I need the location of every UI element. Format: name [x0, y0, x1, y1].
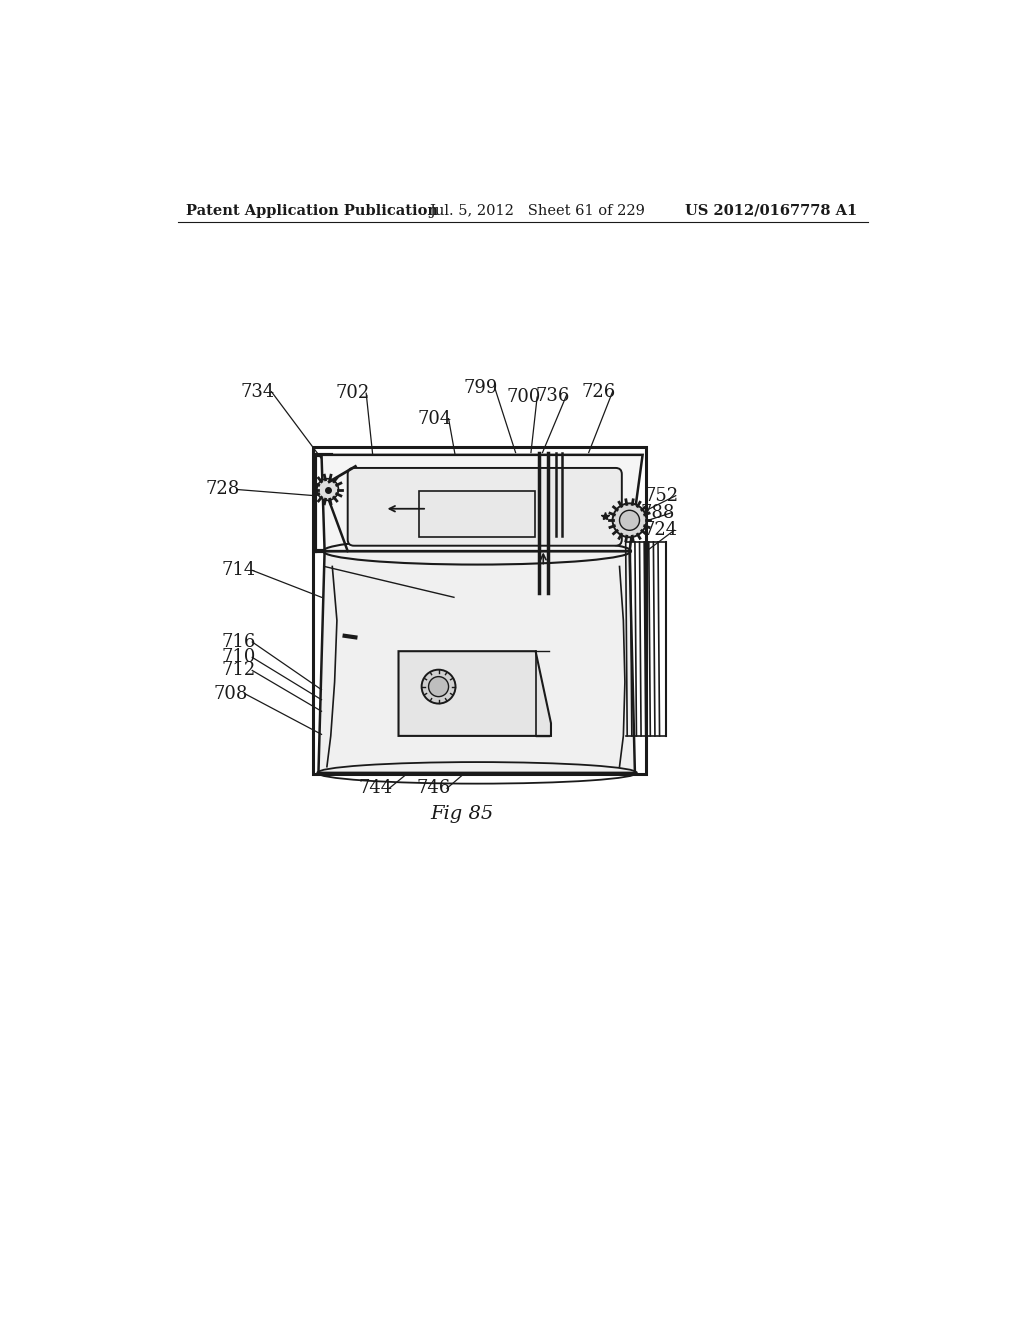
Text: 728: 728	[206, 480, 240, 499]
Polygon shape	[398, 651, 551, 737]
Text: 714: 714	[221, 561, 255, 579]
Text: Patent Application Publication: Patent Application Publication	[186, 203, 438, 218]
Polygon shape	[318, 552, 635, 774]
Polygon shape	[322, 455, 643, 552]
Text: 716: 716	[221, 634, 256, 651]
Text: 712: 712	[221, 661, 255, 680]
Text: 724: 724	[643, 521, 678, 540]
Text: 704: 704	[418, 409, 452, 428]
Text: US 2012/0167778 A1: US 2012/0167778 A1	[685, 203, 857, 218]
Circle shape	[620, 511, 640, 531]
Circle shape	[422, 669, 456, 704]
Text: Jul. 5, 2012   Sheet 61 of 229: Jul. 5, 2012 Sheet 61 of 229	[429, 203, 645, 218]
FancyBboxPatch shape	[348, 469, 622, 545]
Text: 708: 708	[213, 685, 248, 702]
Bar	[419, 491, 535, 537]
Circle shape	[316, 479, 339, 500]
Bar	[313, 447, 646, 775]
Text: 736: 736	[536, 387, 569, 404]
Circle shape	[429, 677, 449, 697]
Text: 734: 734	[241, 383, 274, 401]
Text: 752: 752	[645, 487, 679, 504]
Text: 788: 788	[641, 504, 675, 521]
Text: 799: 799	[464, 379, 498, 397]
Text: 746: 746	[416, 779, 451, 797]
Text: 710: 710	[221, 648, 256, 667]
Text: 700: 700	[506, 388, 541, 407]
Text: Fig 85: Fig 85	[430, 805, 494, 824]
Text: 726: 726	[582, 383, 615, 401]
Circle shape	[612, 503, 646, 537]
Text: 744: 744	[358, 779, 392, 797]
Text: 702: 702	[335, 384, 370, 403]
